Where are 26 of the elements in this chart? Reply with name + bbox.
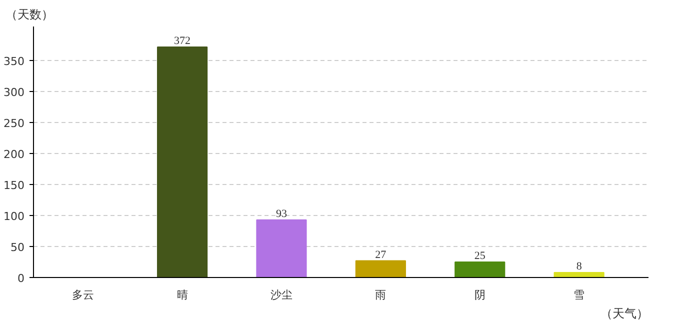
x-tick-label: 雪 [574, 288, 585, 302]
data-label: 27 [375, 248, 387, 261]
bar [156, 46, 208, 278]
y-tick-label: 50 [10, 241, 25, 254]
data-label: 25 [474, 250, 486, 262]
y-tick-label: 150 [4, 179, 25, 192]
data-label: 93 [276, 208, 288, 220]
x-tick-label: 雨 [375, 288, 386, 302]
y-tick-label: 100 [4, 210, 25, 224]
x-tick-label: 多云 [72, 288, 94, 302]
y-tick-label: 0 [18, 272, 24, 285]
y-axis-title: （天数） [6, 8, 54, 22]
x-tick-label: 沙尘 [270, 288, 292, 302]
y-tick-label: 200 [4, 148, 25, 162]
x-tick-label: 阴 [474, 288, 486, 302]
bar [454, 262, 506, 278]
y-tick-label: 250 [4, 117, 25, 130]
bar [355, 260, 406, 278]
y-tick-label: 350 [4, 55, 25, 68]
bar [554, 272, 604, 278]
bar [256, 219, 307, 278]
x-axis-title: （天气） [600, 306, 648, 320]
x-tick-label: 晴 [176, 288, 188, 302]
data-label: 8 [576, 260, 582, 273]
data-label: 372 [174, 34, 191, 47]
y-tick-label: 300 [4, 86, 25, 100]
